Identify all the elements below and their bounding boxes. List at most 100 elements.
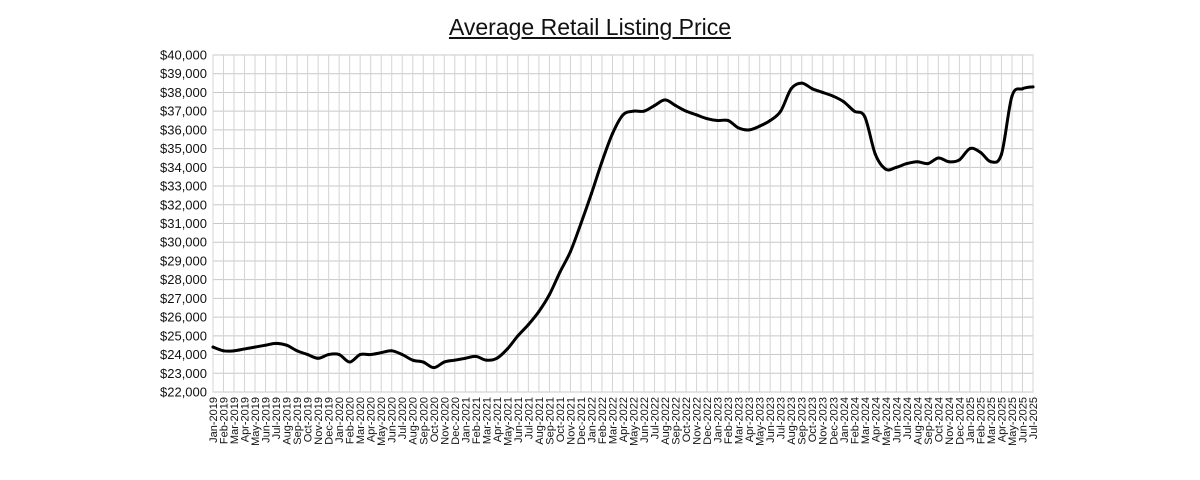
data-point — [716, 119, 720, 123]
data-point — [222, 349, 226, 353]
x-tick-label: Sep-2021 — [544, 397, 556, 445]
data-point — [978, 150, 982, 154]
data-point — [863, 115, 867, 119]
x-tick-label: Jul-2023 — [776, 397, 788, 439]
data-point — [568, 250, 572, 254]
y-tick-label: $23,000 — [160, 366, 207, 381]
data-point — [999, 152, 1003, 156]
y-tick-label: $36,000 — [160, 122, 207, 137]
x-tick-label: Sep-2022 — [671, 397, 683, 445]
x-tick-label: Jan-2024 — [839, 397, 851, 443]
data-point — [379, 351, 383, 355]
x-tick-label: Dec-2021 — [576, 397, 588, 445]
data-point — [726, 119, 730, 123]
data-point — [463, 356, 467, 360]
x-tick-label: Jan-2025 — [965, 397, 977, 443]
data-point — [663, 98, 667, 102]
x-tick-label: Dec-2022 — [702, 397, 714, 445]
data-point — [957, 158, 961, 162]
x-tick-label: Mar-2022 — [607, 397, 619, 444]
x-tick-label: Feb-2021 — [471, 397, 483, 444]
data-point — [852, 109, 856, 113]
x-tick-label: Feb-2024 — [849, 397, 861, 444]
x-tick-label: Jul-2021 — [523, 397, 535, 439]
x-tick-label: Feb-2022 — [597, 397, 609, 444]
data-point — [579, 222, 583, 225]
data-point — [894, 165, 898, 169]
x-tick-label: Jun-2019 — [261, 397, 273, 443]
x-tick-label: Jul-2022 — [650, 397, 662, 439]
data-point — [495, 356, 499, 360]
data-point — [337, 353, 341, 357]
x-tick-label: Nov-2019 — [313, 397, 325, 445]
x-tick-label: Aug-2024 — [912, 397, 924, 445]
data-point — [390, 349, 394, 353]
y-tick-label: $40,000 — [160, 48, 207, 63]
y-tick-label: $39,000 — [160, 66, 207, 81]
x-tick-label: Oct-2022 — [681, 397, 693, 442]
x-tick-label: Nov-2020 — [439, 397, 451, 445]
x-axis-ticks: Jan-2019Feb-2019Mar-2019Apr-2019May-2019… — [208, 397, 1040, 446]
x-tick-label: Aug-2022 — [660, 397, 672, 445]
x-tick-label: Jan-2020 — [334, 397, 346, 443]
x-tick-label: Jul-2024 — [902, 397, 914, 439]
x-tick-label: Jun-2021 — [513, 397, 525, 443]
data-point — [421, 360, 425, 364]
data-point — [989, 160, 993, 164]
chart-title: Average Retail Listing Price — [448, 14, 732, 40]
data-point — [432, 366, 436, 370]
y-tick-label: $24,000 — [160, 347, 207, 362]
y-tick-label: $22,000 — [160, 385, 207, 400]
x-tick-label: Jul-2020 — [397, 397, 409, 439]
data-point — [926, 162, 930, 166]
x-tick-label: May-2023 — [755, 397, 767, 446]
x-tick-label: Sep-2024 — [923, 397, 935, 445]
data-point — [810, 87, 814, 91]
data-point — [968, 147, 972, 151]
data-point — [316, 356, 320, 360]
data-point — [411, 358, 415, 362]
y-tick-label: $28,000 — [160, 272, 207, 287]
x-tick-label: Oct-2020 — [429, 397, 441, 442]
x-tick-label: Apr-2022 — [618, 397, 630, 442]
x-tick-label: Aug-2020 — [408, 397, 420, 445]
x-tick-label: Dec-2020 — [450, 397, 462, 445]
data-point — [516, 334, 520, 338]
series-layer — [211, 81, 1035, 370]
x-tick-label: Apr-2021 — [492, 397, 504, 442]
x-tick-label: May-2021 — [502, 397, 514, 446]
x-tick-label: Aug-2019 — [282, 397, 294, 445]
data-point — [348, 360, 352, 364]
data-point — [232, 349, 236, 353]
data-point — [442, 360, 446, 364]
y-tick-label: $38,000 — [160, 85, 207, 100]
data-point — [747, 128, 751, 132]
x-tick-label: Oct-2019 — [303, 397, 315, 442]
data-point — [327, 353, 331, 357]
data-point — [547, 293, 551, 297]
x-tick-label: Oct-2024 — [933, 397, 945, 442]
y-tick-label: $33,000 — [160, 179, 207, 194]
x-tick-label: Apr-2025 — [996, 397, 1008, 442]
data-point — [684, 109, 688, 113]
data-point — [211, 345, 215, 349]
x-tick-label: Feb-2019 — [219, 397, 231, 444]
x-tick-label: Jan-2022 — [586, 397, 598, 443]
data-point — [610, 132, 614, 136]
x-tick-label: Mar-2020 — [355, 397, 367, 444]
data-point — [905, 162, 909, 166]
y-tick-label: $32,000 — [160, 197, 207, 212]
x-tick-label: Mar-2023 — [734, 397, 746, 444]
x-tick-label: Jun-2023 — [765, 397, 777, 443]
data-point — [400, 353, 404, 357]
x-tick-label: Dec-2019 — [324, 397, 336, 445]
data-point — [253, 345, 257, 349]
data-point — [600, 160, 604, 164]
data-point — [306, 353, 310, 357]
x-tick-label: Apr-2024 — [870, 397, 882, 442]
x-tick-label: Mar-2024 — [860, 397, 872, 444]
data-point — [1010, 94, 1014, 98]
data-point — [674, 104, 678, 108]
y-tick-label: $34,000 — [160, 160, 207, 175]
x-tick-label: Jan-2021 — [460, 397, 472, 443]
